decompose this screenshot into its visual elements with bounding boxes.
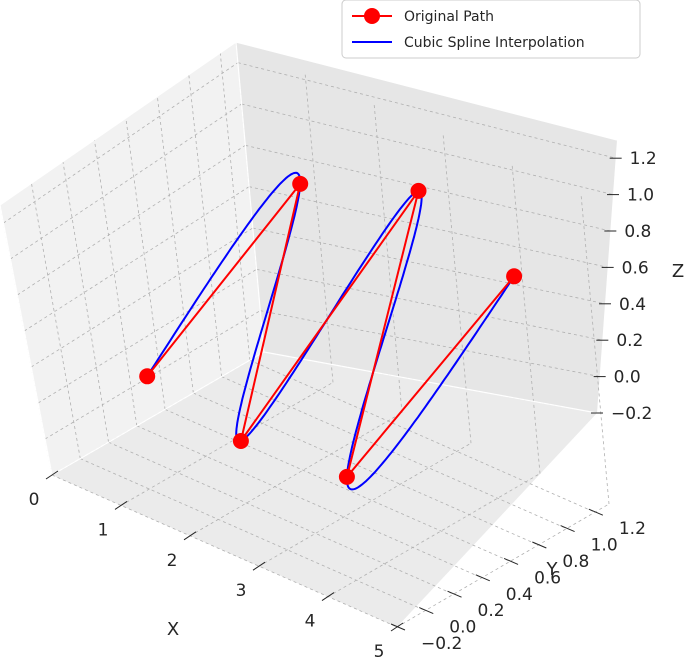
series-layer <box>139 171 523 491</box>
grid-z-back <box>241 103 614 195</box>
original-path-point <box>506 268 523 285</box>
pane-edge <box>263 351 598 414</box>
x-tick-label: 2 <box>167 551 178 571</box>
grid-z-left <box>10 103 242 260</box>
grid-x-back <box>373 102 403 413</box>
pane-edge <box>0 41 237 206</box>
grid-x-floor <box>120 382 334 506</box>
grid-y-floor <box>164 409 511 562</box>
y-tick-label: 0.6 <box>534 568 561 588</box>
original-path-point <box>139 368 156 385</box>
legend: Original Path Cubic Spline Interpolation <box>341 0 641 59</box>
grid-y-left <box>94 139 138 426</box>
y-tick <box>532 541 547 549</box>
x-tick <box>114 500 128 510</box>
grid-z-left <box>37 268 257 404</box>
y-tick-label: 0.4 <box>506 585 533 605</box>
y-tick <box>447 590 462 598</box>
y-tick-label: −0.2 <box>421 634 462 654</box>
pane-back-left <box>0 42 264 475</box>
z-tick-label: −0.2 <box>611 404 652 424</box>
y-tick-label: 0.0 <box>449 618 476 638</box>
y-tick <box>588 508 604 516</box>
grid-x-floor <box>189 412 403 537</box>
y-tick <box>390 623 406 631</box>
grid-z-back <box>260 310 600 377</box>
grid-z-back <box>248 186 608 268</box>
y-tick-label: 1.0 <box>591 536 618 556</box>
x-tick-label: 1 <box>98 520 109 540</box>
x-tick-label: 4 <box>305 612 316 632</box>
grid-y-left <box>31 183 81 459</box>
pane-back-right <box>236 42 617 413</box>
legend-marker-original <box>364 8 380 24</box>
x-tick <box>321 592 335 602</box>
grid-y-floor <box>51 474 398 628</box>
grid-y-floor <box>221 376 567 529</box>
pane-edge <box>0 204 53 476</box>
y-tick-label: 1.2 <box>619 519 646 539</box>
legend-label-original: Original Path <box>404 9 494 25</box>
x-tick-label: 3 <box>236 581 247 601</box>
pane-edge <box>235 41 265 353</box>
legend-label-spline: Cubic Spline Interpolation <box>404 35 585 51</box>
y-tick <box>419 607 434 615</box>
pane-edge <box>51 351 265 476</box>
grid-x-back <box>511 163 541 474</box>
grid-z-back <box>245 144 611 232</box>
z-tick-label: 0.2 <box>616 331 643 351</box>
grid-y-left <box>156 96 194 394</box>
grid-z-back <box>237 62 616 159</box>
grid-x-floor <box>327 473 541 597</box>
grid-x-back <box>580 193 610 505</box>
grid-y-floor <box>249 359 596 513</box>
grid-y-floor <box>136 425 482 579</box>
original-path-point <box>292 175 309 192</box>
grid-x-back <box>304 72 334 383</box>
x-tick <box>45 470 59 480</box>
grid-y-floor <box>80 458 426 611</box>
x-tick-label: 5 <box>374 642 385 662</box>
grid-z-left <box>30 227 254 368</box>
y-tick <box>503 557 519 565</box>
y-tick <box>475 574 490 582</box>
grid-z-back <box>252 227 606 305</box>
z-tick-label: 0.4 <box>619 295 646 315</box>
grid-z-left <box>24 186 250 332</box>
z-axis-label: Z <box>672 261 684 282</box>
pane-edge <box>235 41 618 141</box>
z-tick-label: 0.8 <box>624 222 651 242</box>
grid-z-left <box>3 62 239 224</box>
z-tick-label: 1.0 <box>627 186 654 206</box>
grid-z-back <box>256 268 603 341</box>
y-axis-label: Y <box>546 559 559 580</box>
grid-x-floor <box>396 503 610 628</box>
original-path-line <box>146 183 515 478</box>
legend-frame <box>341 0 641 59</box>
original-path-point <box>410 182 427 199</box>
grid-x-back <box>442 133 472 444</box>
grid-y-floor <box>108 441 454 595</box>
grid-x-floor <box>258 442 472 567</box>
pane-edges <box>0 41 618 476</box>
y-tick-label: 0.8 <box>562 552 589 572</box>
x-tick <box>252 561 266 571</box>
z-tick-label: 0.6 <box>622 258 649 278</box>
pane-floor <box>52 352 597 627</box>
x-tick-label: 0 <box>29 490 40 510</box>
original-path-point <box>338 468 355 485</box>
x-axis-label: X <box>167 619 179 640</box>
axis-ticks <box>45 157 622 632</box>
grid-y-left <box>188 74 222 377</box>
original-path-point <box>232 433 249 449</box>
z-tick-label: 1.2 <box>630 149 657 169</box>
grid-y-left <box>62 161 109 443</box>
y-tick-label: 0.2 <box>478 601 505 621</box>
x-tick <box>183 531 197 541</box>
grid-y-floor <box>193 392 539 546</box>
y-tick <box>560 525 575 533</box>
z-tick-label: 0.0 <box>614 368 641 388</box>
